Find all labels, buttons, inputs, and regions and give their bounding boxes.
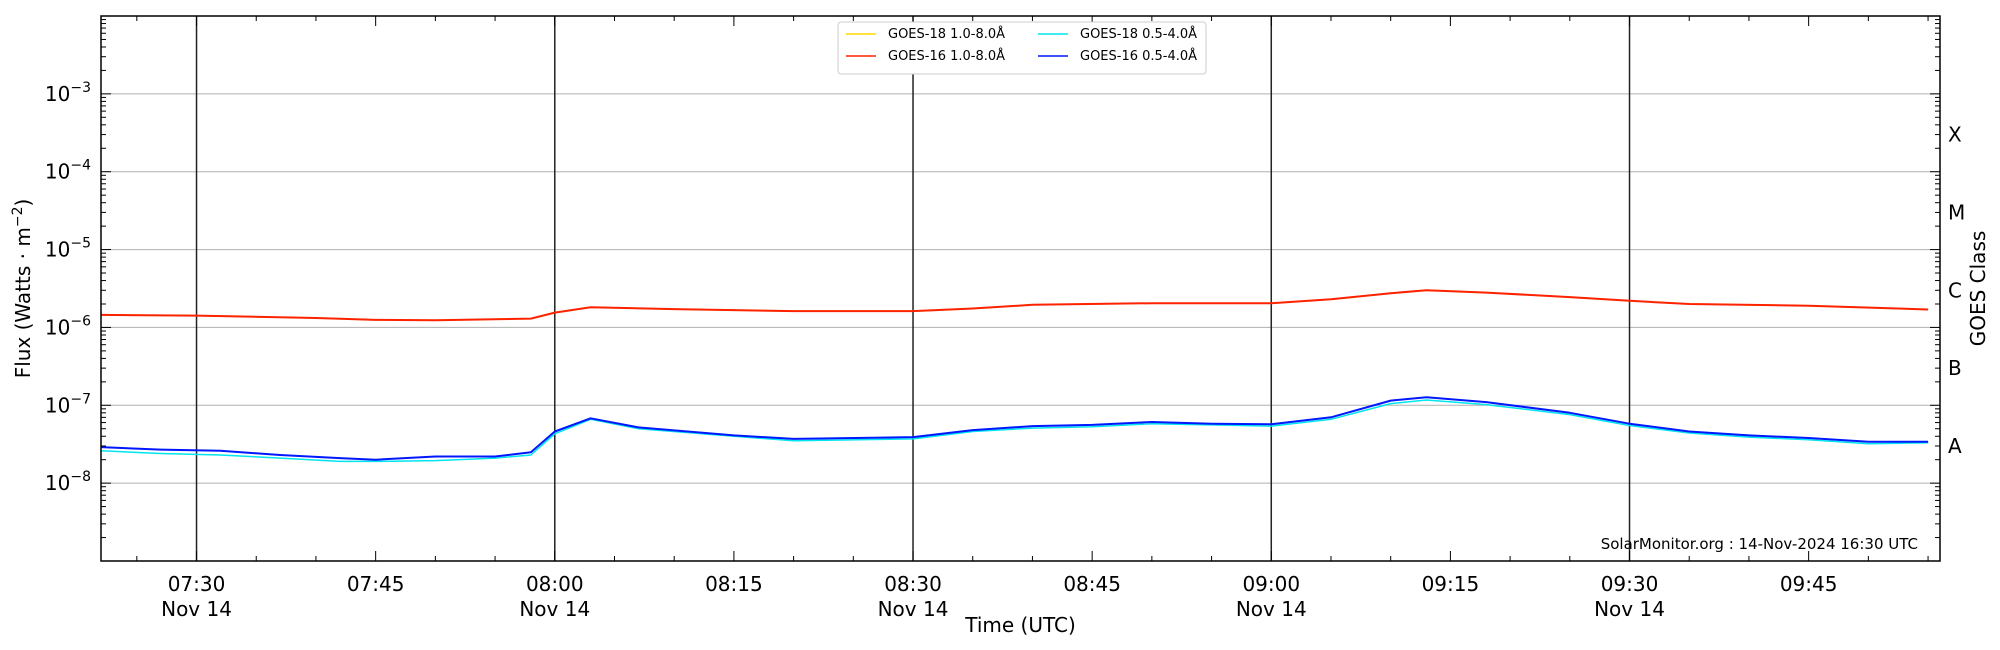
y2-axis-title: GOES Class [1966,231,1990,347]
x-tick-label: 07:45 [347,572,405,596]
y-axis-title: Flux (Watts · m−2) [10,199,35,379]
goes-class-label: B [1948,356,1962,380]
series-line-3 [100,399,1929,463]
x-tick-date-label: Nov 14 [1594,597,1665,621]
y-tick-label: 10−5 [45,236,91,262]
y-tick-label: 10−3 [45,80,91,106]
day-marker-lines [195,16,1631,561]
x-tick-label: 08:00 [526,572,584,596]
x-tick-date-label: Nov 14 [161,597,232,621]
y-axis-title-main: Flux (Watts · m [11,227,35,378]
goes-class-labels: A B C M X [1948,123,1965,458]
goes-class-label: A [1948,434,1962,458]
legend-label: GOES-16 1.0-8.0Å [888,48,1005,64]
y-axis-title-exponent: −2 [10,207,26,228]
legend-label: GOES-18 0.5-4.0Å [1080,26,1197,42]
y-tick-label: 10−6 [45,313,91,339]
grid-lines [101,93,1940,484]
x-tick-label: 09:15 [1422,572,1480,596]
y-tick-label: 10−8 [45,469,91,495]
series-line-4 [100,396,1929,461]
x-tick-label: 09:30 [1601,572,1659,596]
legend: GOES-18 1.0-8.0Å GOES-16 1.0-8.0Å GOES-18 … [837,21,1207,75]
x-tick-label: 07:30 [168,572,226,596]
y-axis-title-close: ) [11,199,35,207]
goes-class-label: C [1948,278,1962,302]
x-tick-date-label: Nov 14 [1236,597,1307,621]
y-tick-labels: 10−8 10−7 10−6 10−5 10−4 10−3 [45,80,91,495]
goes-class-label: X [1948,123,1962,147]
y-tick-label: 10−7 [45,391,91,417]
x-tick-label: 08:30 [884,572,942,596]
legend-label: GOES-16 0.5-4.0Å [1080,48,1197,64]
legend-box [837,21,1207,75]
x-tick-label: 08:15 [705,572,763,596]
x-tick-label: 09:00 [1242,572,1300,596]
x-tick-label: 09:45 [1780,572,1838,596]
legend-label: GOES-18 1.0-8.0Å [888,26,1005,42]
x-tick-label: 08:45 [1063,572,1121,596]
axis-ticks [101,15,1940,562]
data-series [100,289,1929,463]
y-tick-label: 10−4 [45,158,91,184]
x-tick-date-label: Nov 14 [519,597,590,621]
x-tick-date-label: Nov 14 [878,597,949,621]
goes-class-label: M [1948,200,1965,224]
credit-annotation: SolarMonitor.org : 14-Nov-2024 16:30 UTC [1601,535,1918,553]
series-line-2 [100,289,1929,322]
plot-frame [100,15,1941,562]
x-axis-title: Time (UTC) [964,613,1076,637]
